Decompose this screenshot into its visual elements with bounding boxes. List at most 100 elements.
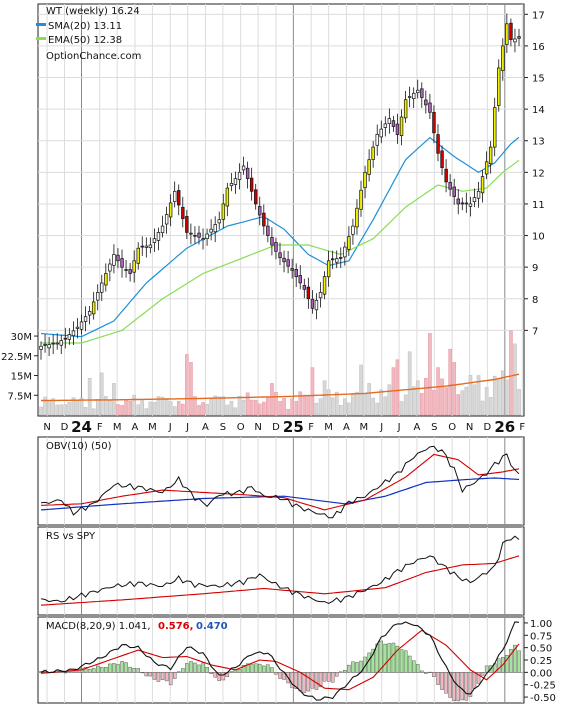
macd-hist-bar-20 (120, 661, 124, 673)
volume-bar-82 (371, 397, 375, 416)
candle-body-113 (497, 67, 501, 106)
macd-hist-bar-68 (314, 672, 319, 690)
rs-panel: RS vs SPY (37, 526, 525, 616)
candle-body-65 (302, 285, 307, 290)
candle-body-87 (391, 120, 396, 127)
price-tick-label-2: 9 (532, 263, 538, 274)
volume-bar-110 (484, 387, 489, 416)
volume-bar-24 (136, 404, 141, 416)
candle-body-72 (330, 258, 335, 261)
macd-hist-bar-102 (452, 672, 457, 702)
macd-tick-label-0: 1.00 (530, 619, 552, 630)
rs-grid (46, 527, 523, 615)
macd-hist-bar-107 (472, 672, 477, 689)
candle-body-102 (452, 186, 456, 197)
price-tick-label-8: 15 (532, 74, 545, 85)
candle-body-50 (241, 165, 246, 171)
month-label-3: F (97, 422, 103, 433)
macd-hist-bar-50 (241, 665, 246, 673)
macd-hist-bar-6 (63, 672, 68, 674)
candle-body-8 (71, 330, 76, 337)
candle-body-47 (229, 183, 234, 187)
volume-bar-3 (51, 398, 55, 416)
volume-bar-62 (290, 398, 294, 416)
candle-body-44 (217, 219, 221, 224)
month-label-19: J (379, 422, 383, 433)
macd-hist-bar-25 (140, 672, 144, 674)
candle-body-90 (403, 99, 408, 119)
macd-hist-bar-74 (339, 671, 343, 673)
macd-hist-bar-65 (302, 672, 307, 693)
month-label-9: A (202, 422, 209, 433)
macd-tick-label-6: -0.50 (530, 693, 556, 704)
candle-body-51 (245, 167, 250, 179)
volume-bar-42 (209, 398, 213, 416)
volume-bar-117 (513, 343, 517, 416)
volume-bar-10 (79, 397, 84, 416)
macd-hist-bar-13 (91, 668, 96, 673)
macd-hist-bar-108 (476, 672, 481, 684)
volume-y-ticks: 7.5M 15M 22.5M 30M (1, 332, 38, 402)
month-label-26: 26 (494, 418, 515, 436)
candle-body-64 (298, 275, 302, 284)
candle-body-63 (294, 269, 298, 278)
price-panel-frame (37, 3, 525, 417)
macd-hist-bar-47 (229, 671, 234, 673)
candle-body-26 (144, 245, 149, 248)
volume-bar-37 (189, 362, 193, 416)
volume-bar-114 (501, 370, 505, 416)
volume-bar-91 (407, 351, 412, 416)
obv-blue-ma-line (40, 477, 520, 511)
volume-bar-85 (383, 396, 388, 416)
macd-panel: 1.000.75 0.500.250.00 -0.25-0.50 MACD(8,20… (37, 616, 556, 704)
macd-hist-bar-100 (444, 672, 448, 694)
candle-body-45 (221, 203, 226, 220)
volume-bar-40 (201, 402, 205, 416)
candle-body-85 (383, 123, 388, 128)
volume-bar-20 (120, 405, 124, 416)
macd-hist-bar-44 (217, 672, 221, 681)
month-label-0: N (43, 422, 50, 433)
price-tick-label-3: 10 (532, 232, 545, 243)
candle-body-23 (132, 260, 136, 273)
volume-bar-113 (496, 378, 501, 416)
candle-body-69 (318, 292, 323, 299)
candle-body-98 (436, 134, 440, 154)
candle-body-108 (476, 190, 481, 199)
macd-hist-bar-42 (209, 672, 213, 675)
volume-bar-39 (197, 405, 201, 416)
candle-body-16 (104, 273, 108, 286)
macd-hist-bar-40 (201, 662, 205, 673)
volume-bar-50 (241, 399, 246, 416)
macd-hist-bar-85 (383, 643, 388, 673)
volume-bar-36 (185, 354, 189, 416)
macd-hist-bar-63 (294, 672, 299, 690)
volume-bar-60 (282, 398, 286, 416)
macd-hist-bar-82 (371, 648, 375, 673)
month-label-10: S (220, 422, 226, 433)
volume-bar-9 (75, 400, 80, 416)
volume-bar-112 (492, 376, 497, 416)
macd-hist-bar-71 (326, 672, 331, 682)
macd-hist-bar-106 (468, 672, 473, 697)
candle-body-112 (493, 107, 497, 148)
volume-bar-43 (213, 395, 218, 416)
candlesticks (39, 13, 521, 360)
macd-hist-bar-91 (407, 655, 412, 673)
candle-body-36 (185, 216, 189, 233)
macd-hist-bar-55 (262, 665, 266, 673)
macd-hist-bar-87 (391, 642, 396, 673)
candle-body-46 (225, 187, 230, 207)
macd-main-line (40, 621, 520, 701)
obv-panel: OBV(10) (50) (37, 436, 525, 526)
volume-bar-63 (294, 400, 299, 416)
watermark-text: OptionChance.com (46, 51, 141, 62)
macd-hist-bar-70 (322, 672, 327, 682)
month-label-16: M (324, 422, 333, 433)
volume-bar-27 (148, 401, 153, 416)
candle-body-33 (173, 190, 177, 203)
volume-bar-109 (480, 400, 485, 416)
volume-bar-118 (517, 389, 521, 416)
price-tick-label-5: 12 (532, 168, 545, 179)
volume-bar-72 (330, 397, 335, 416)
